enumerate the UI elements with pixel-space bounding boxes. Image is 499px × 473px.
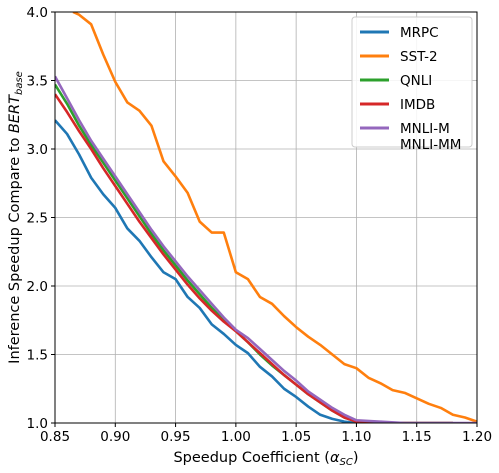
x-axis-title: Speedup Coefficient (αSC)	[173, 450, 358, 468]
legend-label-sst-2: SST-2	[400, 49, 438, 65]
series-line-sst-2	[72, 12, 477, 423]
legend-label-qnli: QNLI	[400, 73, 432, 89]
y-tick-label: 3.0	[27, 142, 48, 158]
legend-box	[351, 16, 473, 148]
legend-label-mnli-m: MNLI-MM	[400, 137, 461, 153]
x-tick-label: 1.05	[281, 429, 311, 445]
series-line-mnli-m	[55, 75, 477, 423]
series-line-imdb	[55, 93, 453, 423]
series-lines	[55, 12, 477, 423]
y-tick-label: 2.5	[27, 211, 48, 227]
series-line-mrpc	[55, 119, 357, 423]
y-tick-label: 1.5	[27, 348, 48, 364]
y-tick-label: 4.0	[27, 5, 48, 21]
y-axis-title: Inference Speedup Compare to BERTbase	[7, 71, 25, 364]
axis-ticks: 0.85 0.90 0.95 1.00 1.05 1.10 1.15 1.20 1.0 1.5 2.…	[27, 5, 493, 445]
x-tick-label: 1.20	[462, 429, 492, 445]
x-tick-label: 1.10	[341, 429, 371, 445]
legend-label-mrpc: MRPC	[400, 25, 439, 41]
x-tick-label: 0.95	[161, 429, 191, 445]
x-tick-label: 0.90	[100, 429, 130, 445]
y-tick-label: 3.5	[27, 74, 48, 90]
y-tick-label: 2.0	[27, 279, 48, 295]
x-tick-label: 1.00	[221, 429, 251, 445]
x-tick-label: 0.85	[40, 429, 70, 445]
legend-label-imdb: IMDB	[400, 97, 435, 113]
legend-label-mnli-m: MNLI-M	[400, 121, 450, 137]
x-tick-label: 1.15	[402, 429, 432, 445]
y-tick-label: 1.0	[27, 416, 48, 432]
